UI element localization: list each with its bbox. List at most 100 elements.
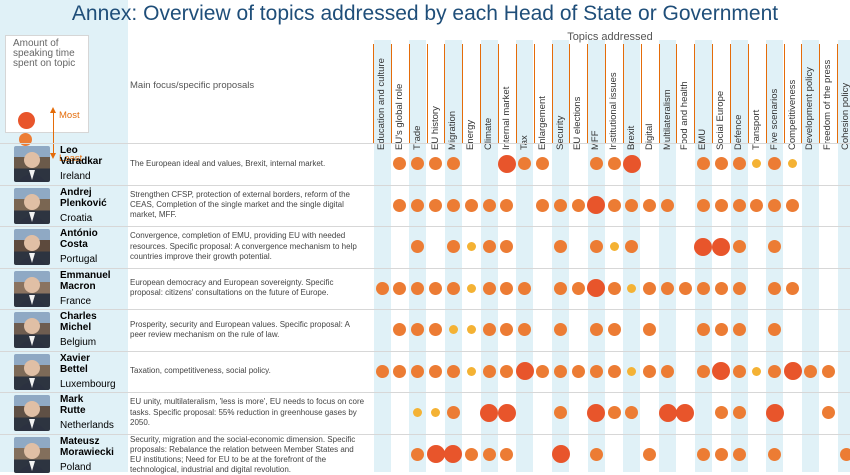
dot-bettel-mff [590, 365, 603, 378]
dot-rutte-climate [480, 404, 498, 422]
legend-title: Amount of speaking time spent on topic [13, 39, 88, 69]
dot-morawiecki-energy [465, 448, 478, 461]
leader-focus: EU unity, multilateralism, 'less is more… [130, 397, 366, 428]
dot-plenkovi-defence [733, 199, 746, 212]
leader-country: Croatia [60, 213, 92, 224]
topic-header-defence: Defence [731, 40, 748, 150]
dot-bettel-emu [697, 365, 710, 378]
dot-plenkovi-eu-elections [572, 199, 585, 212]
dot-plenkovi-multilateralism [661, 199, 674, 212]
dot-michel-climate [483, 323, 496, 336]
dot-plenkovi-emu [697, 199, 710, 212]
dot-bettel-freedom-of-the-press [822, 365, 835, 378]
topic-header-transport: Transport [749, 40, 766, 150]
topic-label: Enlargement [537, 96, 548, 150]
leader-first-name: António [60, 228, 98, 239]
leader-country: Belgium [60, 337, 96, 348]
dot-macron-five-scenarios [768, 282, 781, 295]
dot-bettel-migration [447, 365, 460, 378]
topic-header-development-policy: Development policy [802, 40, 819, 150]
dot-bettel-multilateralism [661, 365, 674, 378]
dot-macron-climate [483, 282, 496, 295]
topic-header-trade: Trade [410, 40, 427, 150]
topic-header-eu-history: EU history [428, 40, 445, 150]
chart-title: Annex: Overview of topics addressed by e… [0, 2, 850, 26]
dot-varadkar-brexit [623, 155, 641, 173]
dot-costa-institutional-issues [610, 242, 619, 251]
topic-header-eu-s-global-role: EU's global role [392, 40, 409, 150]
dot-morawiecki-defence [733, 448, 746, 461]
dot-costa-mff [590, 240, 603, 253]
topic-label: Development policy [804, 67, 815, 150]
dot-rutte-institutional-issues [608, 406, 621, 419]
dot-morawiecki-trade [411, 448, 424, 461]
topic-header-education-and-culture: Education and culture [374, 40, 391, 150]
topic-header-five-scenarios: Five scenarios [767, 40, 784, 150]
dot-morawiecki-five-scenarios [768, 448, 781, 461]
dot-varadkar-social-europe [715, 157, 728, 170]
leader-first-name: Xavier [60, 353, 90, 364]
leader-country: Ireland [60, 171, 91, 182]
dot-macron-tax [518, 282, 531, 295]
leader-photo [14, 437, 50, 473]
dot-morawiecki-security [552, 445, 570, 463]
dot-morawiecki-mff [590, 448, 603, 461]
leader-country: Netherlands [60, 420, 114, 431]
dot-macron-institutional-issues [608, 282, 621, 295]
topic-label: Freedom of the press [822, 60, 833, 150]
leader-last-name: Rutte [60, 405, 86, 416]
topic-header-energy: Energy [463, 40, 480, 150]
leader-first-name: Andrej [60, 187, 107, 198]
dot-varadkar-mff [590, 157, 603, 170]
topic-header-digital: Digital [642, 40, 659, 150]
leader-photo [14, 229, 50, 265]
leader-focus: Taxation, competitiveness, social policy… [130, 366, 366, 376]
dot-plenkovi-climate [483, 199, 496, 212]
dot-michel-institutional-issues [608, 323, 621, 336]
dot-plenkovi-trade [411, 199, 424, 212]
dot-morawiecki-cohesion-policy [840, 448, 850, 461]
dot-macron-multilateralism [661, 282, 674, 295]
topic-header-enlargement: Enlargement [535, 40, 552, 150]
dot-macron-trade [411, 282, 424, 295]
dot-macron-eu-elections [572, 282, 585, 295]
dot-morawiecki-social-europe [715, 448, 728, 461]
leader-last-name: Varadkar [60, 156, 102, 167]
topic-header-institutional-issues: Institutional issues [606, 40, 623, 150]
topic-label: Five scenarios [769, 89, 780, 150]
dot-plenkovi-digital [643, 199, 656, 212]
dot-morawiecki-digital [643, 448, 656, 461]
dot-macron-education-and-culture [376, 282, 389, 295]
topic-label: Social Europe [715, 91, 726, 150]
dot-costa-social-europe [712, 238, 730, 256]
leader-first-name: Mark [60, 394, 86, 405]
dot-macron-food-and-health [679, 282, 692, 295]
dot-plenkovi-energy [465, 199, 478, 212]
topic-label: EU's global role [394, 84, 405, 150]
topic-header-mff: MFF [588, 40, 605, 150]
leader-last-name: Michel [60, 322, 97, 333]
leader-first-name: Charles [60, 311, 97, 322]
dot-macron-migration [447, 282, 460, 295]
leader-photo [14, 395, 50, 431]
leader-photo [14, 354, 50, 390]
dot-macron-competitiveness [786, 282, 799, 295]
topic-header-food-and-health: Food and health [677, 40, 694, 150]
dot-plenkovi-eu-history [429, 199, 442, 212]
topic-header-multilateralism: Multilateralism [660, 40, 677, 150]
dot-varadkar-institutional-issues [608, 157, 621, 170]
topic-header-emu: EMU [695, 40, 712, 150]
leader-focus: Prosperity, security and European values… [130, 320, 366, 340]
dot-bettel-digital [643, 365, 656, 378]
dot-bettel-eu-history [429, 365, 442, 378]
dot-bettel-eu-elections [572, 365, 585, 378]
topic-label: Food and health [679, 81, 690, 150]
dot-macron-digital [643, 282, 656, 295]
dot-costa-defence [733, 240, 746, 253]
dot-plenkovi-security [554, 199, 567, 212]
leader-photo [14, 146, 50, 182]
